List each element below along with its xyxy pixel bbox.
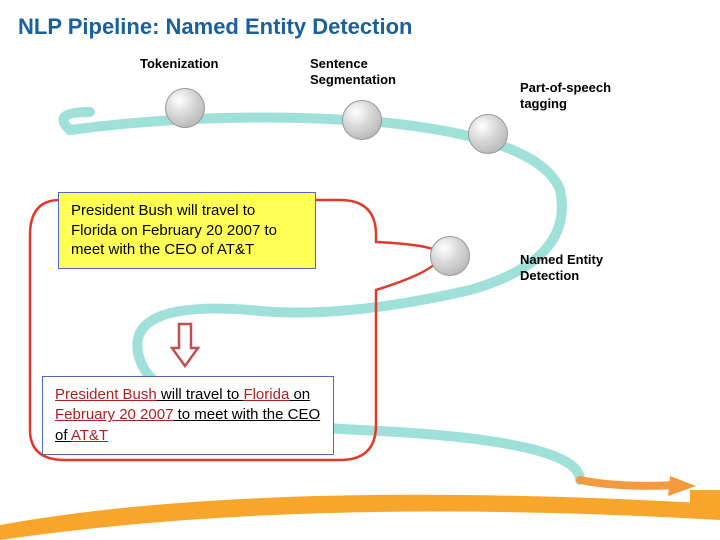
ner-entity: President Bush xyxy=(55,386,157,403)
stage-label-sentence-seg: Sentence Segmentation xyxy=(310,56,396,89)
ner-entity: Florida xyxy=(243,386,289,403)
down-arrow-icon xyxy=(170,322,200,368)
ner-text: on xyxy=(289,386,310,403)
ner-entity: February 20 2007 xyxy=(55,406,173,423)
node-ner xyxy=(430,236,470,276)
plain-sentence-text: President Bush will travel to Florida on… xyxy=(71,202,277,258)
node-tokenization xyxy=(165,88,205,128)
ner-entity: AT&T xyxy=(71,427,108,444)
node-sentence-seg xyxy=(342,100,382,140)
ner-sentence-box: President Bush will travel to Florida on… xyxy=(42,376,334,455)
ner-text: will travel to xyxy=(157,386,244,403)
stage-label-tokenization: Tokenization xyxy=(140,56,218,72)
stage-label-ner: Named Entity Detection xyxy=(520,252,603,285)
stage-label-pos: Part-of-speech tagging xyxy=(520,80,611,113)
footer-swoosh xyxy=(0,470,720,540)
plain-sentence-box: President Bush will travel to Florida on… xyxy=(58,192,316,269)
node-pos xyxy=(468,114,508,154)
page-title: NLP Pipeline: Named Entity Detection xyxy=(18,14,412,40)
